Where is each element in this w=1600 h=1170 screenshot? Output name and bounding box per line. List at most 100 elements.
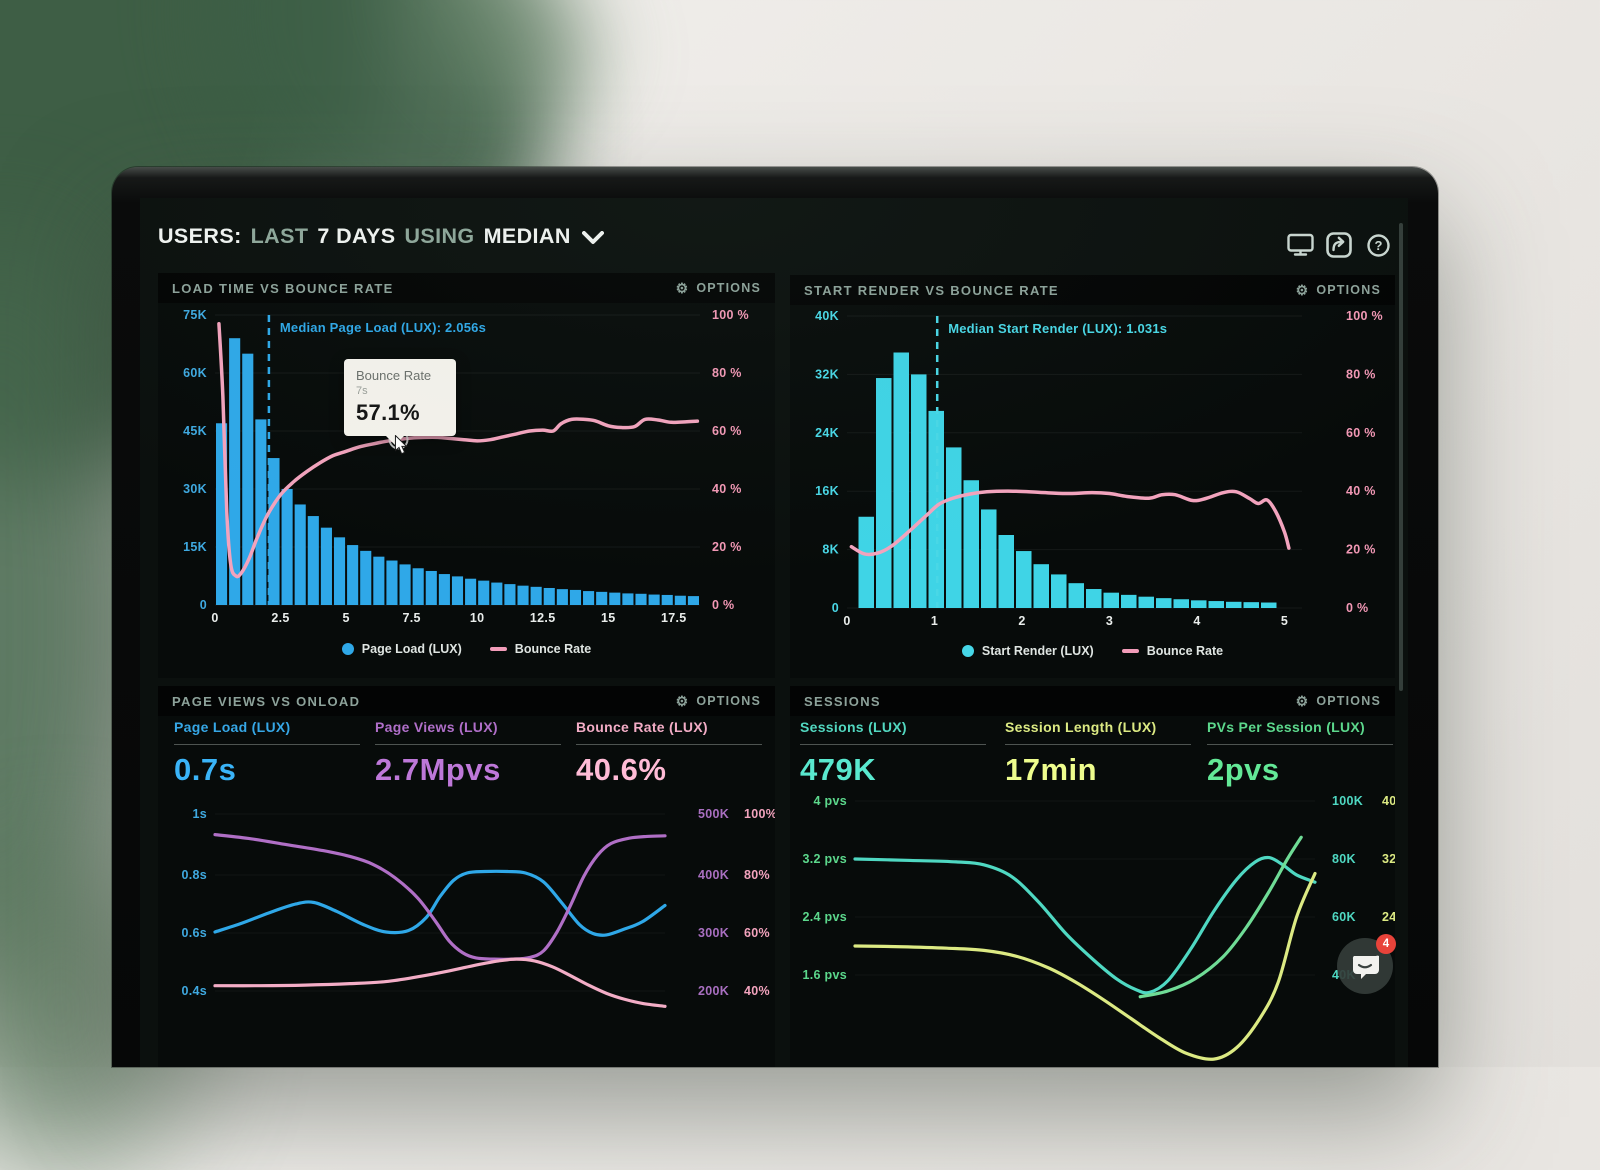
histogram-bar — [556, 589, 568, 605]
metric-sessions: Sessions (LUX) 479K — [800, 719, 992, 788]
histogram-bar — [451, 576, 464, 605]
tooltip-series-name: Bounce Rate — [356, 368, 432, 383]
options-button[interactable]: ⚙ OPTIONS — [1295, 281, 1381, 298]
metric-bounce-rate: Bounce Rate (LUX) 40.6% — [576, 719, 768, 788]
histogram-bar — [504, 584, 516, 605]
histogram-bar — [609, 592, 621, 605]
left-axis-tick: 0 — [832, 601, 839, 615]
legend-dot-swatch — [961, 645, 974, 657]
metric-value: 0.7s — [174, 752, 237, 787]
legend-line-swatch — [1121, 649, 1139, 653]
start-render-histogram-chart[interactable]: 40K 32K 24K 16K 8K 0 100 % 80 % 60 % 40 % 20 % 0 % 0… — [790, 305, 1395, 650]
axis-tick: 60K — [1332, 910, 1356, 924]
options-button[interactable]: ⚙ OPTIONS — [1295, 692, 1381, 709]
axis-tick: 3.2 pvs — [803, 852, 848, 866]
trend-line — [213, 869, 667, 937]
histogram-bar — [438, 574, 450, 605]
histogram-bar — [1156, 598, 1172, 608]
load-time-histogram-chart[interactable]: 75K 60K 45K 30K 15K 0 100 % 80 % 60 % 40 % 20 % 0 %… — [158, 303, 775, 648]
x-axis-tick: 1 — [931, 614, 938, 628]
trend-line — [853, 855, 1317, 995]
median-label: Median Page Load (LUX): 2.056s — [280, 320, 486, 335]
panel-sessions: SESSIONS ⚙ OPTIONS Sessions (LUX) 479K S… — [790, 686, 1395, 1067]
metric-underline — [800, 744, 986, 745]
metric-page-load: Page Load (LUX) 0.7s — [174, 719, 366, 788]
axis-tick: 80% — [744, 868, 770, 882]
histogram-bar — [517, 585, 529, 605]
options-button[interactable]: ⚙ OPTIONS — [675, 279, 761, 296]
right-axis-tick: 60 % — [712, 424, 742, 438]
right-axis-tick: 80 % — [712, 366, 742, 380]
histogram-bar — [876, 378, 892, 608]
legend-item-bounce-rate[interactable]: Bounce Rate — [489, 642, 591, 656]
histogram-bar — [596, 591, 608, 605]
metric-page-views: Page Views (LUX) 2.7Mpvs — [375, 719, 567, 788]
options-button[interactable]: ⚙ OPTIONS — [675, 692, 761, 709]
axis-tick: 0.6s — [181, 926, 207, 940]
histogram-bar — [1068, 583, 1084, 608]
dashboard-filter-dropdown[interactable]: USERS: LAST 7 DAYS USING MEDIAN — [158, 224, 604, 249]
histogram-bar — [687, 596, 699, 605]
page-views-onload-line-chart[interactable]: 1s 0.8s 0.6s 0.4s 500K 400K 300K 200K 100% 80% 60%… — [158, 796, 775, 1067]
axis-tick: 80K — [1332, 852, 1356, 866]
panel-load-time-vs-bounce-rate: LOAD TIME VS BOUNCE RATE ⚙ OPTIONS 75K 60… — [158, 273, 775, 678]
legend-item-page-load[interactable]: Page Load (LUX) — [341, 642, 462, 656]
axis-tick: 60% — [744, 926, 770, 940]
histogram-bar — [543, 587, 555, 605]
x-axis-tick: 0 — [211, 611, 218, 625]
left-axis-tick: 0 — [200, 598, 207, 612]
histogram-bar — [478, 580, 490, 605]
histogram-bar — [1173, 599, 1189, 608]
axis-tick: 100% — [744, 807, 775, 821]
legend-item-bounce-rate[interactable]: Bounce Rate — [1121, 644, 1223, 658]
filter-segment: 7 DAYS — [317, 224, 396, 248]
histogram-bar — [622, 593, 634, 605]
share-icon[interactable] — [1325, 231, 1353, 259]
dashboard-screen: USERS: LAST 7 DAYS USING MEDIAN ? LOA — [140, 198, 1408, 1067]
right-axis-tick: 60 % — [1346, 426, 1376, 440]
histogram-bar — [648, 594, 660, 605]
help-icon[interactable]: ? — [1364, 231, 1392, 259]
trend-line — [217, 321, 700, 579]
metric-underline — [1207, 744, 1393, 745]
histogram-bar — [1016, 551, 1032, 608]
axis-tick: 32 min — [1382, 852, 1395, 866]
histogram-bar — [268, 458, 280, 605]
histogram-bar — [360, 550, 372, 605]
histogram-bar — [661, 594, 673, 605]
histogram-bar — [1121, 594, 1137, 608]
median-label: Median Start Render (LUX): 1.031s — [948, 321, 1167, 336]
histogram-bar — [674, 595, 686, 605]
svg-text:?: ? — [1374, 238, 1382, 253]
chevron-down-icon — [581, 230, 604, 245]
left-axis-tick: 16K — [815, 484, 839, 498]
x-axis-tick: 12.5 — [530, 611, 556, 625]
display-icon[interactable] — [1286, 231, 1314, 259]
panel-title: LOAD TIME VS BOUNCE RATE — [172, 280, 394, 296]
right-axis-tick: 20 % — [1346, 543, 1376, 557]
axis-tick: 4 pvs — [814, 794, 847, 808]
histogram-bar — [1086, 589, 1102, 608]
left-axis-tick: 30K — [183, 482, 207, 496]
right-axis-tick: 40 % — [712, 482, 742, 496]
panel-start-render-vs-bounce-rate: START RENDER VS BOUNCE RATE ⚙ OPTIONS 40… — [790, 275, 1395, 678]
histogram-bar — [911, 374, 927, 608]
left-axis-tick: 15K — [183, 540, 207, 554]
chat-launcher-button[interactable]: 4 — [1337, 934, 1396, 994]
panel-title: PAGE VIEWS VS ONLOAD — [172, 693, 361, 709]
left-axis-tick: 24K — [815, 426, 839, 440]
filter-segment: MEDIAN — [483, 224, 571, 248]
x-axis-tick: 3 — [1106, 614, 1113, 628]
axis-tick: 1.6 pvs — [803, 968, 848, 982]
laptop: USERS: LAST 7 DAYS USING MEDIAN ? LOA — [112, 167, 1438, 1067]
left-axis-tick: 8K — [822, 543, 839, 557]
mouse-cursor — [394, 434, 408, 460]
histogram-bar — [998, 535, 1014, 608]
notification-badge: 4 — [1376, 934, 1396, 954]
histogram-bar — [242, 353, 254, 605]
scrollbar[interactable] — [1399, 223, 1403, 691]
x-axis-tick: 7.5 — [402, 611, 420, 625]
histogram-bar — [373, 556, 385, 605]
legend-item-start-render[interactable]: Start Render (LUX) — [961, 644, 1094, 658]
